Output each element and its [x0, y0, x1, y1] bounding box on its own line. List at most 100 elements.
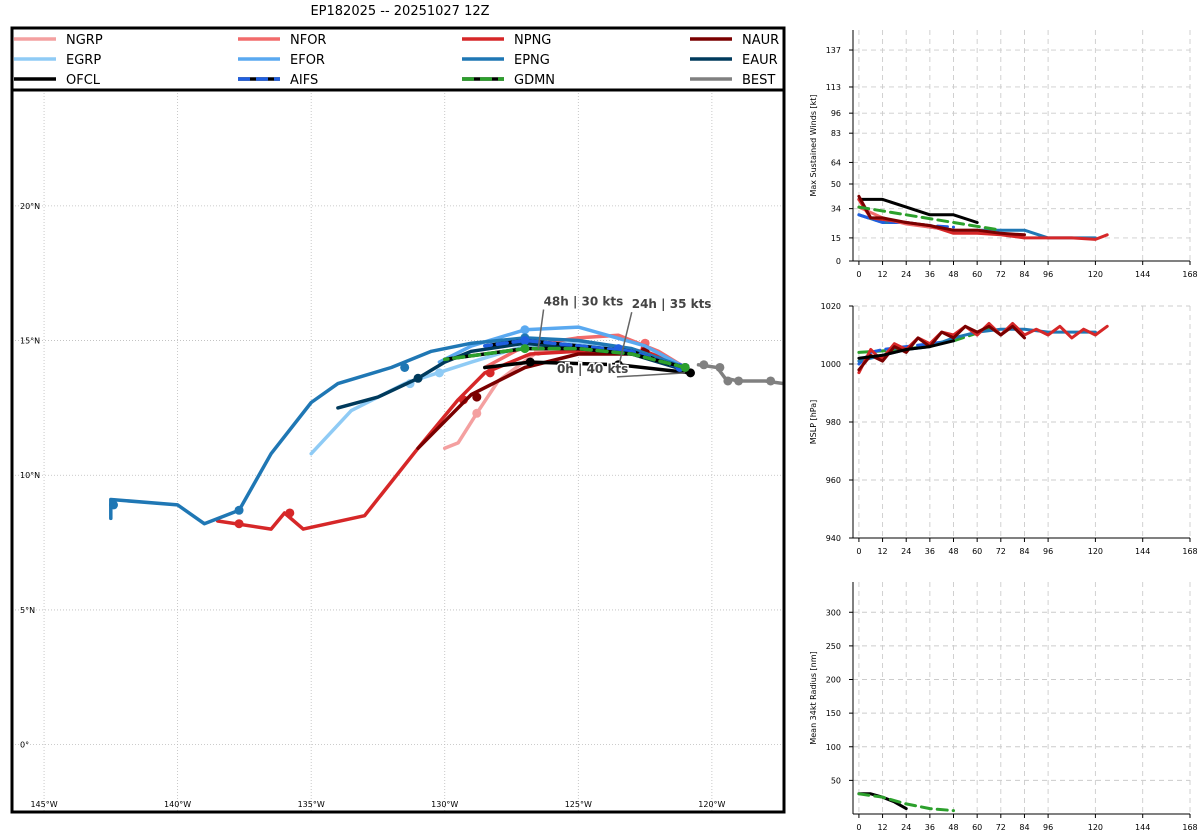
track-marker-npng	[485, 368, 495, 378]
track-marker-npng	[234, 519, 244, 529]
x-tick-label: 168	[1182, 823, 1197, 832]
y-tick-label: 100	[826, 743, 841, 752]
lon-tick-label: 145°W	[30, 800, 57, 809]
track-marker-npng	[285, 508, 295, 518]
y-tick-label: 250	[826, 642, 841, 651]
track-ofcl	[483, 360, 693, 375]
y-tick-label: 34	[831, 205, 841, 214]
lon-tick-label: 130°W	[431, 800, 458, 809]
x-tick-label: 12	[877, 270, 887, 279]
x-tick-label: 36	[925, 270, 935, 279]
y-tick-label: 960	[826, 476, 841, 485]
series-ofcl	[857, 339, 955, 360]
track-marker-epng	[234, 505, 244, 515]
track-efor	[437, 325, 687, 370]
y-tick-label: 150	[826, 709, 841, 718]
x-tick-label: 96	[1043, 270, 1053, 279]
x-tick-label: 0	[856, 270, 861, 279]
legend-label-nfor: NFOR	[290, 33, 326, 48]
y-tick-label: 1000	[821, 360, 841, 369]
track-marker-best	[699, 360, 709, 370]
series-ofcl	[857, 197, 979, 224]
legend-label-best: BEST	[742, 73, 775, 88]
track-map: 145°W 140°W 135°W 130°W 125°W 120°W 0° 5°N 10°N 1…	[10, 88, 786, 814]
x-tick-label: 168	[1182, 547, 1197, 556]
y-tick-label: 50	[831, 180, 841, 189]
y-tick-label: 0	[836, 257, 841, 266]
annotation-label: 0h | 40 kts	[557, 362, 628, 376]
y-tick-label: 83	[831, 129, 841, 138]
track-marker-epng	[109, 500, 119, 510]
x-tick-label: 144	[1135, 823, 1150, 832]
figure-title: EP182025 -- 20251027 12Z	[310, 4, 490, 19]
y-tick-label: 64	[831, 158, 841, 167]
track-marker-efor	[520, 325, 530, 335]
legend-label-eaur: EAUR	[742, 53, 778, 68]
lat-tick-label: 10°N	[20, 471, 40, 480]
y-axis-label: MSLP [hPa]	[809, 400, 818, 444]
y-tick-label: 200	[826, 676, 841, 685]
x-tick-label: 120	[1088, 547, 1103, 556]
x-tick-label: 60	[972, 270, 982, 279]
x-tick-label: 60	[972, 823, 982, 832]
x-tick-label: 72	[996, 823, 1006, 832]
x-tick-label: 48	[948, 270, 958, 279]
x-tick-label: 96	[1043, 547, 1053, 556]
series-gdmn	[857, 205, 1003, 232]
track-npng	[215, 349, 687, 531]
y-tick-label: 137	[826, 46, 841, 55]
legend-label-npng: NPNG	[514, 33, 551, 48]
panel-1: 0 12 24 36 48 60 72 84 96 120 144 168 0 15 34 50 64 83 96 1…	[809, 30, 1198, 279]
track-marker-best	[734, 376, 744, 386]
y-tick-label: 96	[831, 109, 841, 118]
annotation-leader	[537, 309, 545, 349]
y-axis-label: Max Sustained Winds [kt]	[809, 94, 818, 196]
legend-label-ofcl: OFCL	[66, 73, 101, 88]
x-tick-label: 24	[901, 823, 911, 832]
x-tick-label: 48	[948, 823, 958, 832]
legend-label-egrp: EGRP	[66, 53, 101, 68]
lat-tick-label: 0°	[20, 741, 29, 750]
x-tick-label: 72	[996, 547, 1006, 556]
track-marker-ngrp	[472, 408, 482, 418]
panel-3: 0 12 24 36 48 60 72 84 96 120 144 168 50 100 150 200 250…	[809, 582, 1198, 832]
y-tick-label: 15	[831, 234, 841, 243]
lon-tick-label: 140°W	[164, 800, 191, 809]
x-tick-label: 72	[996, 270, 1006, 279]
x-tick-label: 24	[901, 270, 911, 279]
track-marker-best	[723, 376, 733, 386]
x-tick-label: 84	[1019, 823, 1029, 832]
legend-label-gdmn: GDMN	[514, 73, 555, 88]
legend-frame	[10, 26, 786, 92]
legend-label-epng: EPNG	[514, 53, 550, 68]
annotation-label: 24h | 35 kts	[632, 297, 712, 311]
x-tick-label: 84	[1019, 547, 1029, 556]
series-naur	[857, 324, 1026, 372]
track-marker-best	[715, 362, 725, 372]
x-tick-label: 36	[925, 547, 935, 556]
series-naur	[857, 194, 1026, 237]
x-tick-label: 144	[1135, 270, 1150, 279]
x-tick-label: 144	[1135, 547, 1150, 556]
y-tick-label: 980	[826, 418, 841, 427]
track-marker-aifs	[520, 336, 530, 346]
track-lines	[109, 325, 784, 531]
y-tick-label: 50	[831, 776, 841, 785]
legend-label-efor: EFOR	[290, 53, 325, 68]
x-tick-label: 120	[1088, 823, 1103, 832]
track-marker-gdmn	[520, 344, 530, 354]
legend: NGRP EGRP OFCL NFOR EFOR AIFS NPNG EPNG GDMN NAUR…	[10, 26, 786, 92]
lat-tick-label: 5°N	[20, 606, 35, 615]
x-tick-label: 84	[1019, 270, 1029, 279]
track-marker-best	[766, 376, 776, 386]
lon-tick-label: 135°W	[298, 800, 325, 809]
annotation-label: 48h | 30 kts	[544, 295, 624, 309]
lat-tick-label: 20°N	[20, 202, 40, 211]
annotation-leader	[616, 372, 686, 378]
y-axis-label: Mean 34kt Radius [nm]	[809, 651, 818, 744]
legend-label-naur: NAUR	[742, 33, 779, 48]
y-tick-label: 300	[826, 608, 841, 617]
series-gdmn	[857, 792, 955, 813]
legend-label-aifs: AIFS	[290, 73, 318, 88]
